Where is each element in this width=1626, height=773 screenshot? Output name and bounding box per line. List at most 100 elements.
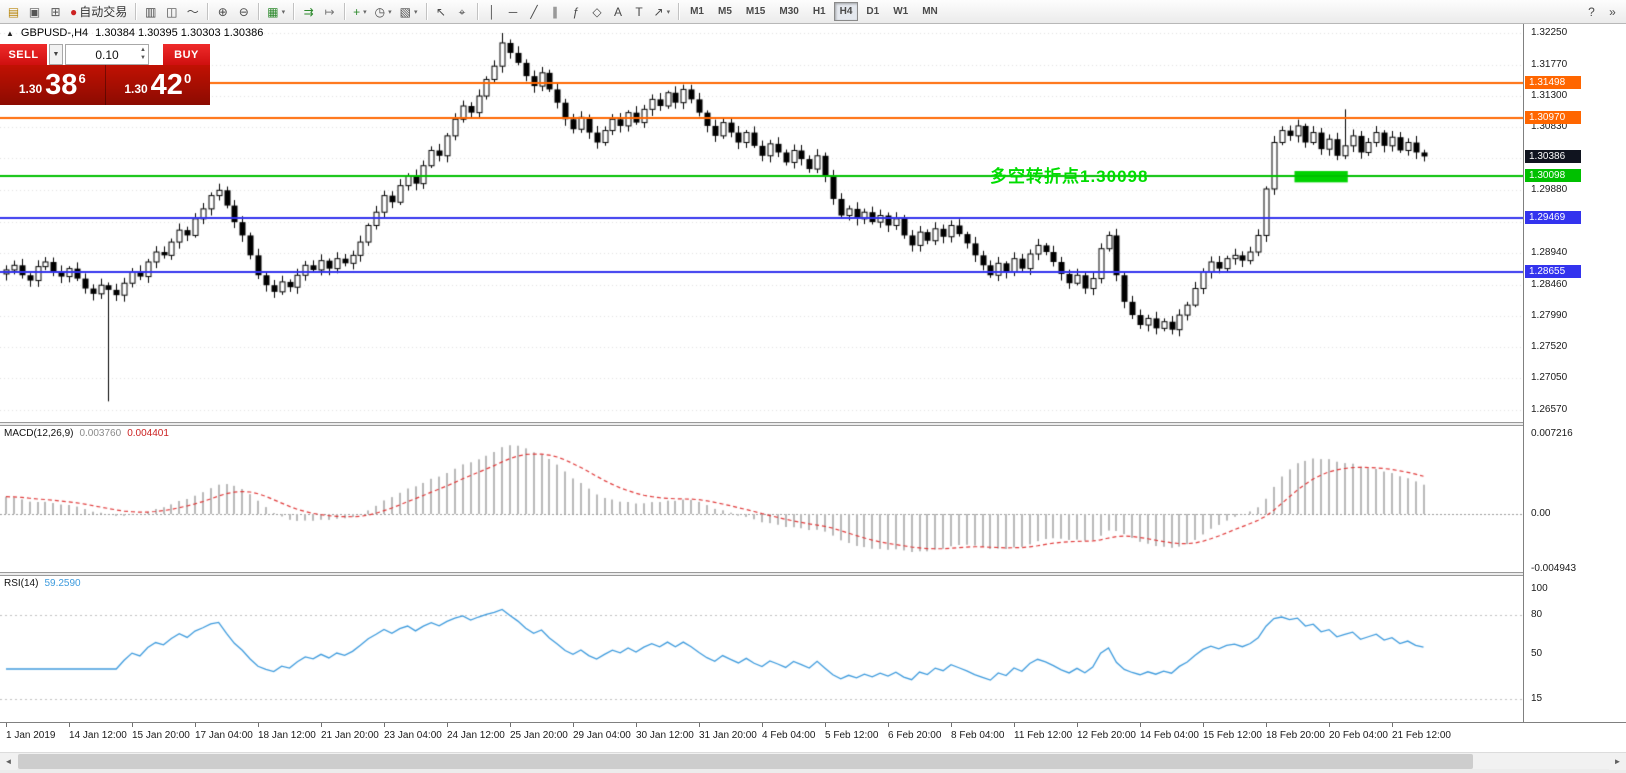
macd-panel-divider[interactable] bbox=[0, 422, 1626, 426]
new-order[interactable]: ▤ bbox=[4, 2, 23, 22]
time-axis-label: 29 Jan 04:00 bbox=[573, 730, 631, 741]
tile-windows[interactable]: ▦ ▾ bbox=[264, 2, 288, 22]
scroll-right-arrow[interactable]: ► bbox=[1609, 753, 1626, 770]
price-axis-label: 1.30830 bbox=[1531, 121, 1568, 133]
horizontal-scrollbar[interactable]: ◄ ► bbox=[0, 752, 1626, 770]
chart-shift[interactable]: ↦ bbox=[320, 2, 339, 22]
buy-price-display[interactable]: 1.30 42 0 bbox=[106, 65, 211, 105]
window-bottom-edge bbox=[0, 769, 1626, 773]
zoom-out-icon: ⊖ bbox=[238, 4, 249, 19]
crosshair[interactable]: ⌖ bbox=[453, 2, 472, 22]
arrow-tools-icon: ↗ bbox=[653, 4, 664, 19]
fibonacci-retracement[interactable]: ƒ bbox=[567, 2, 586, 22]
chart-annotation-text[interactable]: 多空转折点1.30098 bbox=[990, 167, 1149, 186]
collapse-trade-panel-icon[interactable]: ▲ bbox=[6, 28, 14, 38]
auto-trading[interactable]: ● 自动交易 bbox=[67, 2, 130, 22]
data-window-icon: ⊞ bbox=[50, 4, 61, 19]
line-chart[interactable]: ～ bbox=[183, 2, 202, 22]
timeframe-mn[interactable]: MN bbox=[922, 6, 938, 17]
price-axis-label: 1.27520 bbox=[1531, 340, 1568, 352]
rsi-indicator-canvas[interactable] bbox=[0, 576, 1523, 722]
price-chart-canvas[interactable] bbox=[0, 24, 1523, 422]
periods-icon: ◷ bbox=[374, 4, 386, 19]
timeframe-h1[interactable]: H1 bbox=[812, 6, 826, 17]
time-axis-label: 5 Feb 12:00 bbox=[825, 730, 879, 741]
toolbar-overflow[interactable]: » bbox=[1603, 2, 1622, 22]
indicators[interactable]: + ▾ bbox=[350, 2, 370, 22]
time-axis-label: 11 Feb 12:00 bbox=[1014, 730, 1073, 741]
volume-down-icon[interactable]: ▼ bbox=[140, 55, 146, 61]
timeframe-w1[interactable]: W1 bbox=[893, 6, 909, 17]
time-axis[interactable]: 1 Jan 2019 14 Jan 12:00 15 Jan 20:00 17 Jan… bbox=[0, 722, 1626, 752]
time-axis-tick bbox=[1329, 723, 1330, 727]
timeframe-m15[interactable]: M15 bbox=[745, 6, 766, 17]
rsi-panel-divider[interactable] bbox=[0, 572, 1626, 576]
sell-price-big: 38 bbox=[45, 69, 78, 101]
time-axis-label: 21 Jan 20:00 bbox=[321, 730, 379, 741]
periods[interactable]: ◷ ▾ bbox=[372, 2, 395, 22]
zoom-in[interactable]: ⊕ bbox=[213, 2, 232, 22]
toolbar-separator bbox=[344, 3, 346, 20]
macd-indicator-canvas[interactable] bbox=[0, 426, 1523, 572]
shapes[interactable]: ◇ bbox=[588, 2, 607, 22]
hline-price-label: 1.30098 bbox=[1525, 168, 1581, 182]
chart-windows[interactable]: ▣ bbox=[25, 2, 44, 22]
indicators-dropdown-icon: ▾ bbox=[363, 8, 367, 16]
toolbar-overflow-icon: » bbox=[1609, 4, 1616, 19]
timeframe-m30[interactable]: M30 bbox=[779, 6, 799, 17]
time-axis-tick bbox=[888, 723, 889, 727]
trade-options-dropdown[interactable]: ▼ bbox=[49, 44, 63, 65]
time-axis-tick bbox=[825, 723, 826, 727]
rsi-axis-label: 80 bbox=[1531, 608, 1543, 620]
auto-scroll[interactable]: ⇉ bbox=[299, 2, 318, 22]
data-window[interactable]: ⊞ bbox=[46, 2, 65, 22]
timeframe-d1[interactable]: D1 bbox=[866, 6, 880, 17]
macd-name: MACD(12,26,9) bbox=[4, 428, 74, 439]
templates[interactable]: ▧ ▾ bbox=[397, 2, 421, 22]
auto-trading-icon: ● bbox=[70, 4, 78, 19]
scroll-left-arrow[interactable]: ◄ bbox=[0, 753, 17, 770]
text[interactable]: A bbox=[609, 2, 628, 22]
time-axis-tick bbox=[195, 723, 196, 727]
macd-main-value: 0.003760 bbox=[79, 428, 122, 439]
trendline-icon: ╱ bbox=[530, 4, 538, 19]
scrollbar-thumb[interactable] bbox=[18, 754, 1473, 769]
macd-signal-value: 0.004401 bbox=[127, 428, 169, 439]
volume-up-icon[interactable]: ▲ bbox=[140, 47, 146, 53]
periods-dropdown-icon: ▾ bbox=[388, 8, 392, 16]
text-label[interactable]: T bbox=[630, 2, 649, 22]
cursor[interactable]: ↖ bbox=[432, 2, 451, 22]
shapes-icon: ◇ bbox=[592, 4, 602, 19]
tile-windows-dropdown-icon: ▾ bbox=[281, 8, 286, 16]
horizontal-line[interactable]: ─ bbox=[504, 2, 523, 22]
buy-button[interactable]: BUY bbox=[163, 44, 210, 65]
timeframe-m5[interactable]: M5 bbox=[718, 6, 732, 17]
zoom-in-icon: ⊕ bbox=[217, 4, 228, 19]
volume-input[interactable]: 0.10 ▲ ▼ bbox=[65, 44, 149, 65]
vertical-line[interactable]: │ bbox=[483, 2, 502, 22]
cursor-icon: ↖ bbox=[435, 4, 447, 19]
macd-axis-label: -0.004943 bbox=[1531, 562, 1577, 574]
bar-chart[interactable]: ▥ bbox=[141, 2, 160, 22]
trendline[interactable]: ╱ bbox=[525, 2, 544, 22]
time-axis-tick bbox=[132, 723, 133, 727]
arrow-tools[interactable]: ↗ ▾ bbox=[651, 2, 674, 22]
sell-button[interactable]: SELL bbox=[0, 44, 47, 65]
time-axis-tick bbox=[6, 723, 7, 727]
fibonacci-retracement-icon: ƒ bbox=[572, 4, 580, 19]
current-price-label: 1.30386 bbox=[1525, 149, 1581, 163]
macd-indicator-label: MACD(12,26,9) 0.003760 0.004401 bbox=[4, 428, 169, 439]
help[interactable]: ? bbox=[1582, 2, 1601, 22]
equidistant-channel[interactable]: ∥ bbox=[546, 2, 565, 22]
line-chart-icon: ～ bbox=[186, 4, 199, 19]
price-axis[interactable]: 1.322501.317701.313001.308301.303601.298… bbox=[1523, 24, 1626, 722]
zoom-out[interactable]: ⊖ bbox=[234, 2, 253, 22]
sell-price-display[interactable]: 1.30 38 6 bbox=[0, 65, 106, 105]
horizontal-line-icon: ─ bbox=[508, 4, 518, 19]
timeframe-m1[interactable]: M1 bbox=[690, 6, 704, 17]
price-axis-label: 1.31300 bbox=[1531, 90, 1568, 102]
price-axis-label: 1.28460 bbox=[1531, 278, 1568, 290]
timeframe-h4[interactable]: H4 bbox=[833, 2, 859, 21]
hline-price-label: 1.31498 bbox=[1525, 75, 1581, 89]
candlestick-chart[interactable]: ◫ bbox=[162, 2, 181, 22]
